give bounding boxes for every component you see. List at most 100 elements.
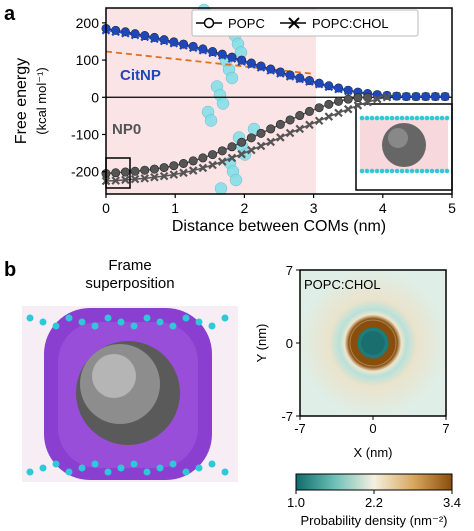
heatmap-y-title: Y (nm): [254, 324, 269, 363]
data-point-np0-circle: [140, 165, 150, 175]
data-point-citnp-cross: [247, 60, 256, 69]
data-point-np0-circle: [130, 166, 140, 176]
data-point-np0-cross: [285, 128, 295, 138]
inset-bead: [424, 168, 430, 174]
data-point-np0-cross: [169, 170, 179, 179]
y-tick-label: 100: [76, 52, 100, 68]
data-point-np0-circle: [227, 142, 237, 152]
panel-label-a: a: [4, 3, 16, 25]
x-axis-title: Distance between COMs (nm): [172, 218, 386, 235]
inset-bead: [359, 168, 365, 174]
data-point-citnp-cross: [343, 86, 353, 96]
headgroup-bead: [52, 460, 60, 468]
data-point-citnp-cross: [431, 92, 440, 101]
x-tick-label: 3: [310, 200, 318, 216]
data-point-citnp-cross: [440, 92, 450, 101]
data-point-np0-cross: [314, 116, 324, 125]
data-point-citnp-cross: [237, 57, 246, 66]
data-point-np0-circle: [324, 99, 334, 109]
data-point-np0-cross: [247, 145, 256, 155]
y-axis-title-line1: Free energy: [13, 58, 30, 144]
headgroup-bead: [39, 318, 47, 326]
headgroup-bead: [39, 464, 47, 472]
inset-bead: [369, 168, 375, 174]
data-point-np0-cross: [276, 133, 285, 142]
data-point-np0-cross: [256, 141, 266, 151]
data-point-citnp-cross: [256, 63, 266, 72]
headgroup-bead: [169, 460, 177, 468]
data-point-citnp-cross: [266, 66, 275, 75]
colorbar-tick-label: 3.4: [443, 495, 461, 510]
data-point-citnp-cross: [392, 91, 401, 101]
x-tick-label: 0: [102, 200, 110, 216]
inset-bead: [364, 115, 370, 121]
inset-bead: [444, 115, 450, 121]
data-point-np0-circle: [159, 163, 169, 173]
legend: POPC POPC:CHOL: [191, 9, 419, 37]
headgroup-bead: [195, 318, 203, 326]
headgroup-bead: [117, 318, 125, 326]
y-tick-label: -100: [71, 126, 99, 142]
headgroup-bead: [130, 322, 138, 330]
data-point-np0-circle: [169, 161, 179, 171]
colorbar-ticks: 1.0 2.2 3.4: [287, 490, 461, 510]
nanoparticle-rendering: [22, 306, 238, 482]
rendering-caption-line2: superposition: [85, 275, 174, 292]
data-point-citnp-cross: [150, 34, 159, 44]
panel-label-b: b: [4, 259, 16, 281]
data-point-np0-circle: [334, 96, 344, 106]
data-point-np0-circle: [314, 103, 324, 113]
inset-bead: [399, 115, 405, 121]
data-point-np0-cross: [324, 112, 334, 121]
heatmap-x-tick-label: 7: [442, 421, 449, 436]
inset-bead: [384, 168, 390, 174]
headgroup-bead: [221, 468, 229, 476]
inset-bead: [389, 168, 395, 174]
inset-bead: [434, 168, 440, 174]
headgroup-bead: [195, 464, 203, 472]
inset-bead: [434, 115, 440, 121]
data-point-np0-cross: [237, 149, 246, 159]
inset-bead: [374, 115, 380, 121]
data-point-np0-cross: [353, 101, 363, 110]
headgroup-bead: [143, 468, 151, 476]
headgroup-bead: [65, 468, 73, 476]
y-axis-ticks: 200 100 0 -100 -200: [71, 15, 106, 180]
legend-label-popc-chol: POPC:CHOL: [312, 16, 389, 31]
data-point-citnp-cross: [402, 92, 411, 101]
data-point-np0-cross: [121, 175, 130, 185]
x-axis-ticks: 0 1 2 3 4 5: [102, 194, 456, 216]
headgroup-bead: [104, 468, 112, 476]
y-axis-title-line2: (kcal mol⁻¹): [34, 67, 49, 135]
inset-bead: [379, 168, 385, 174]
low-density-core: [361, 331, 385, 355]
inset-bead: [364, 168, 370, 174]
headgroup-bead: [182, 468, 190, 476]
x-tick-label: 5: [448, 200, 456, 216]
data-point-citnp-cross: [169, 39, 179, 48]
legend-label-popc: POPC: [228, 16, 265, 31]
inset-bead: [369, 115, 375, 121]
data-point-citnp-cross: [198, 46, 208, 55]
colorbar: 1.0 2.2 3.4 Probability density (nm⁻²): [287, 473, 461, 528]
inset-bead: [379, 115, 385, 121]
water-bead: [216, 97, 230, 110]
data-point-np0-circle: [237, 137, 247, 147]
density-heatmap: -7 0 7 7 0 -7: [281, 263, 449, 436]
headgroup-bead: [208, 322, 216, 330]
headgroup-bead: [130, 460, 138, 468]
inset-bead: [429, 168, 435, 174]
inset-bead: [414, 115, 420, 121]
data-point-np0-cross: [343, 104, 353, 114]
data-point-citnp-cross: [334, 84, 343, 94]
heatmap-y-tick-label: 0: [286, 336, 293, 351]
data-point-np0-circle: [149, 164, 159, 174]
data-point-np0-cross: [227, 153, 237, 163]
headgroup-bead: [221, 314, 229, 322]
data-point-np0-cross: [208, 160, 217, 170]
headgroup-bead: [26, 468, 34, 476]
data-point-np0-cross: [217, 157, 227, 166]
data-point-np0-circle: [285, 115, 295, 125]
inset-bead: [429, 115, 435, 121]
